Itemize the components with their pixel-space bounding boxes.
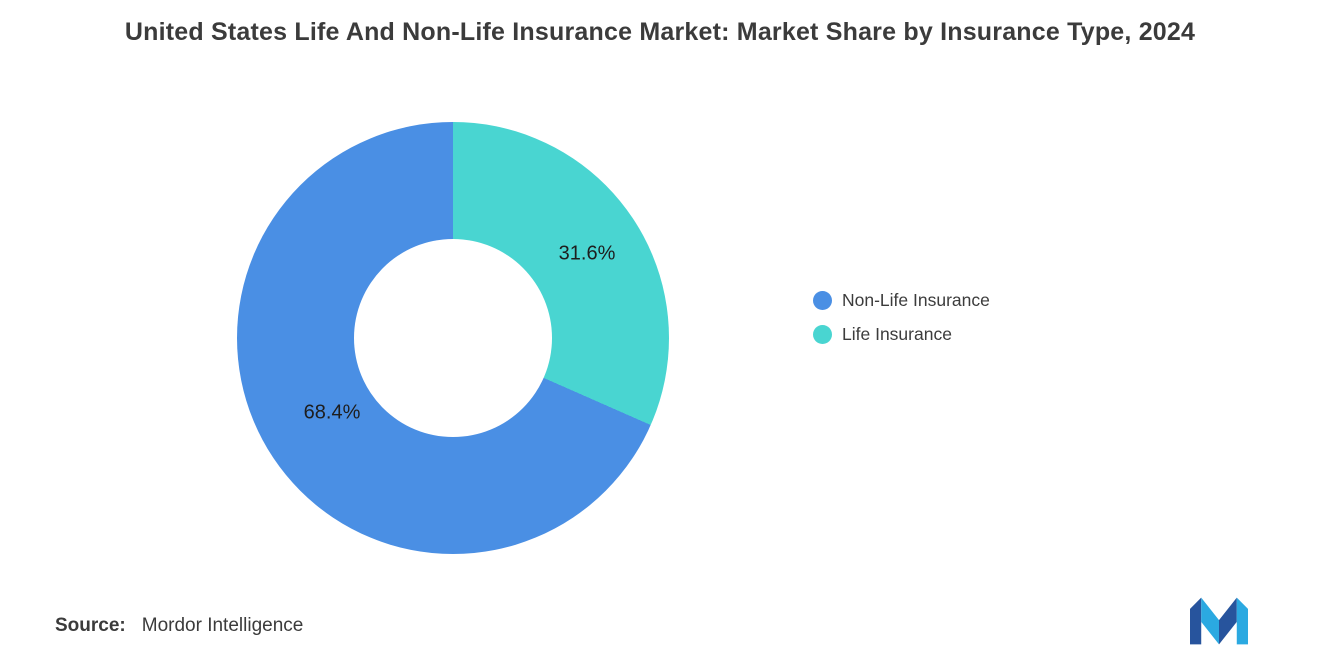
mordor-intelligence-logo-icon: [1190, 597, 1248, 645]
legend-item-non-life-insurance: Non-Life Insurance: [813, 283, 990, 317]
source-value: Mordor Intelligence: [141, 615, 304, 636]
donut-chart: 31.6% 68.4%: [237, 122, 669, 554]
legend-label-life-insurance: Life Insurance: [842, 323, 952, 344]
chart-title: United States Life And Non-Life Insuranc…: [124, 18, 1196, 46]
legend: Non-Life Insurance Life Insurance: [813, 283, 990, 351]
legend-swatch-life-icon: [813, 324, 832, 344]
source-label: Source:: [55, 615, 126, 636]
slice-label-non-life-insurance: 68.4%: [303, 401, 361, 424]
legend-label-non-life-insurance: Non-Life Insurance: [842, 289, 990, 310]
legend-swatch-non-life-icon: [813, 290, 832, 310]
slice-label-life-insurance: 31.6%: [558, 242, 616, 265]
source-line: Source: Mordor Intelligence: [55, 615, 303, 637]
legend-item-life-insurance: Life Insurance: [813, 317, 990, 351]
donut-hole: [354, 239, 552, 437]
